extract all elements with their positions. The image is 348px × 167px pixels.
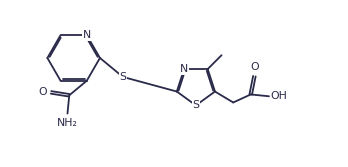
Text: N: N xyxy=(83,30,91,40)
Text: S: S xyxy=(192,100,199,110)
Text: S: S xyxy=(119,72,126,82)
Text: O: O xyxy=(38,87,47,97)
Text: OH: OH xyxy=(271,91,288,101)
Text: NH₂: NH₂ xyxy=(57,118,78,128)
Text: O: O xyxy=(250,62,259,72)
Text: N: N xyxy=(180,64,188,74)
